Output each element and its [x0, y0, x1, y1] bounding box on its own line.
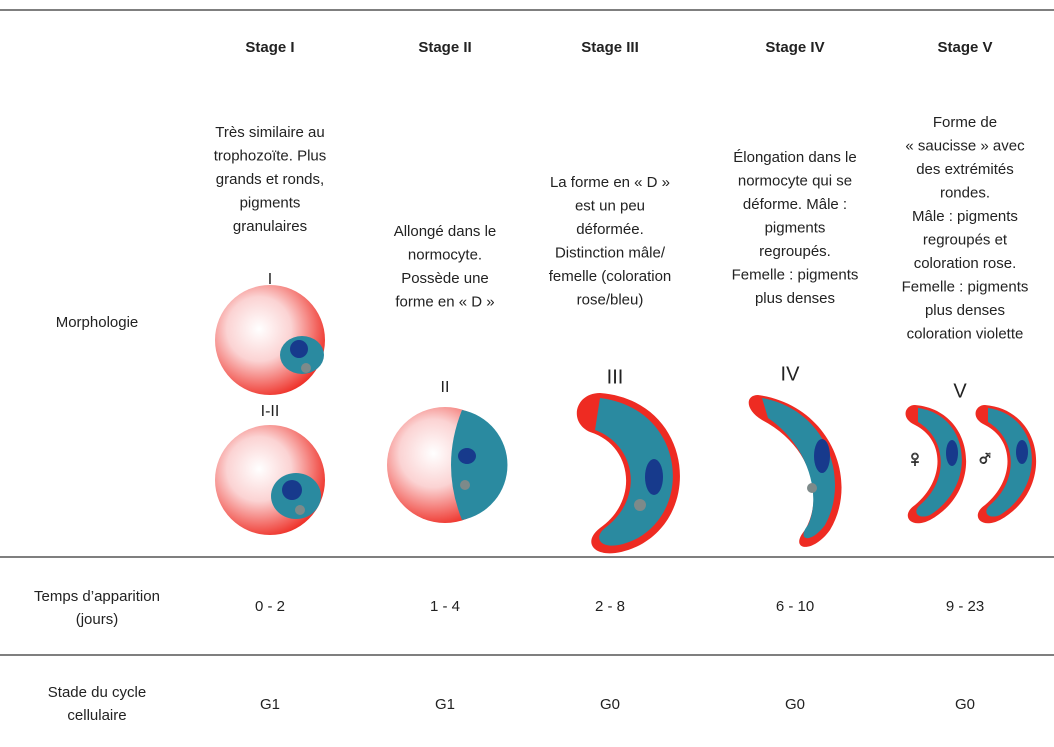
cell-value: G0 [785, 696, 805, 713]
cell-text: plus denses [755, 290, 835, 307]
figure-label: II [441, 379, 450, 396]
column-header: Stage II [418, 39, 471, 56]
figure-label: I [268, 271, 272, 288]
row-label: (jours) [76, 611, 119, 628]
cell-text: normocyte. [408, 246, 482, 263]
cell-text: Mâle : pigments [912, 208, 1018, 225]
cell-text: granulaires [233, 218, 307, 235]
figure-label: ♀ [906, 445, 924, 472]
cell-text: est un peu [575, 197, 645, 214]
cell-text: Très similaire au [215, 124, 324, 141]
cell-text: rose/bleu) [577, 291, 644, 308]
cell-value: 0 - 2 [255, 598, 285, 615]
cell-value: 9 - 23 [946, 598, 984, 615]
cell-text: femelle (coloration [549, 268, 672, 285]
cell-text: La forme en « D » [550, 174, 670, 191]
column-header: Stage IV [765, 39, 824, 56]
figure-label: V [953, 380, 967, 402]
cell-text: coloration violette [907, 325, 1024, 342]
cell-text: Élongation dans le [733, 149, 856, 166]
column-header: Stage III [581, 39, 639, 56]
cell-value: 1 - 4 [430, 598, 460, 615]
cell-text: plus denses [925, 302, 1005, 319]
cell-text: Forme de [933, 114, 997, 131]
cell-text: déformée. [576, 221, 644, 238]
row-label: Morphologie [56, 314, 139, 331]
cell-text: Possède une [401, 270, 489, 287]
row-label: cellulaire [67, 707, 126, 724]
cell-value: 6 - 10 [776, 598, 814, 615]
figure-label: ♂ [976, 445, 994, 472]
cell-text: déforme. Mâle : [743, 196, 847, 213]
cell-text: grands et ronds, [216, 171, 324, 188]
cell-text: pigments [765, 219, 826, 236]
illustrations [215, 285, 1037, 554]
row-label: Temps d’apparition [34, 588, 160, 605]
column-header: Stage V [937, 39, 992, 56]
cell-value: G0 [600, 696, 620, 713]
cell-text: rondes. [940, 184, 990, 201]
cell-value: G1 [260, 696, 280, 713]
cell-text: normocyte qui se [738, 172, 852, 189]
column-header: Stage I [245, 39, 294, 56]
row-label: Stade du cycle [48, 684, 146, 701]
cell-text: « saucisse » avec [905, 137, 1025, 154]
cell-text: des extrémités [916, 161, 1014, 178]
cell-text: Distinction mâle/ [555, 244, 666, 261]
cell-text: pigments [240, 194, 301, 211]
cell-text: trophozoïte. Plus [214, 147, 327, 164]
figure-label: I-II [261, 403, 280, 420]
cell-text: regroupés. [759, 243, 831, 260]
cell-text: forme en « D » [395, 293, 494, 310]
figure-label: IV [781, 363, 801, 385]
cell-text: Femelle : pigments [902, 278, 1029, 295]
figure-label: III [607, 366, 624, 388]
cell-text: coloration rose. [914, 255, 1017, 272]
cell-text: Femelle : pigments [732, 266, 859, 283]
cell-value: G1 [435, 696, 455, 713]
cell-value: 2 - 8 [595, 598, 625, 615]
cell-value: G0 [955, 696, 975, 713]
cell-text: Allongé dans le [394, 223, 497, 240]
cell-text: regroupés et [923, 231, 1008, 248]
